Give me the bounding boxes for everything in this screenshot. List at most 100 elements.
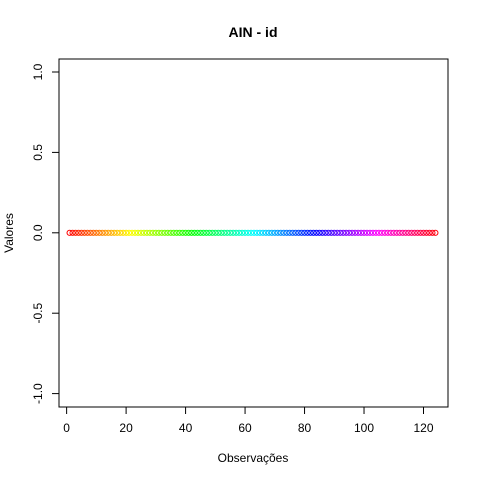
data-point [176,229,183,236]
data-point [399,229,406,236]
data-point [262,229,269,236]
data-point [236,229,243,236]
data-point [346,229,353,236]
data-point [426,229,433,236]
data-point [152,229,159,236]
data-point [227,229,234,236]
data-point [131,229,139,236]
x-axis: 0 20 40 60 80 100 120 [63,406,434,435]
x-axis-label: Observações [218,451,289,465]
y-axis: -1.0 -0.5 0.0 0.5 1.0 [31,63,60,404]
data-point [289,229,296,236]
data-point [238,229,246,236]
data-point [307,229,314,236]
data-point [84,229,91,236]
data-point [274,229,281,236]
data-point [140,229,148,236]
data-point [224,229,231,236]
x-tick-label: 100 [354,421,374,435]
data-point [188,229,195,236]
data-point [384,229,391,236]
data-point [203,229,210,236]
data-point [221,229,228,236]
data-point [66,229,73,236]
x-tick-label: 60 [238,421,252,435]
data-point [372,229,380,236]
data-point [75,229,82,236]
x-tick-label: 20 [119,421,133,435]
y-tick-label: -0.5 [31,303,45,324]
data-point [102,229,109,236]
data-point [200,229,207,236]
data-point [108,229,115,236]
data-point [111,229,118,236]
data-point [357,229,365,236]
data-point [167,229,174,236]
data-points [66,229,439,236]
data-point [411,229,418,236]
data-point [194,229,201,236]
data-point [173,229,180,236]
data-point [360,229,368,236]
data-point [349,229,356,236]
data-point [313,229,320,236]
data-point [72,229,79,236]
data-point [414,229,421,236]
data-point [325,229,332,236]
data-point [310,229,317,236]
data-point [191,229,198,236]
data-point [244,229,252,236]
data-point [137,229,145,236]
data-point [363,229,371,236]
data-point [209,229,216,236]
data-point [78,229,85,236]
data-point [120,229,127,236]
data-point [128,229,136,236]
data-point [408,229,415,236]
data-point [134,229,142,236]
data-point [381,229,388,236]
data-point [432,229,439,236]
data-point [396,229,403,236]
data-point [170,229,177,236]
data-point [352,229,359,236]
data-point [316,229,323,236]
data-point [375,229,382,236]
data-point [331,229,338,236]
data-point [93,229,100,236]
data-point [87,229,94,236]
x-tick-label: 120 [413,421,433,435]
chart-title: AIN - id [229,24,278,40]
data-point [218,229,225,236]
data-point [283,229,290,236]
x-tick-label: 40 [179,421,193,435]
data-point [212,229,219,236]
data-point [179,229,186,236]
data-point [337,229,344,236]
data-point [304,229,311,236]
data-point [182,229,189,236]
data-point [265,229,272,236]
data-point [354,229,362,236]
data-point [69,229,76,236]
data-point [241,229,249,236]
data-point [420,229,427,236]
data-point [429,229,436,236]
data-point [369,229,377,236]
data-point [417,229,424,236]
data-point [343,229,350,236]
data-point [259,229,267,236]
data-point [334,229,341,236]
data-point [286,229,293,236]
data-point [328,229,335,236]
data-point [393,229,400,236]
data-point [322,229,329,236]
data-point [295,229,302,236]
data-point [215,229,222,236]
data-point [117,229,124,236]
data-point [292,229,299,236]
data-point [206,229,213,236]
data-point [158,229,165,236]
data-point [123,229,130,236]
data-point [280,229,287,236]
